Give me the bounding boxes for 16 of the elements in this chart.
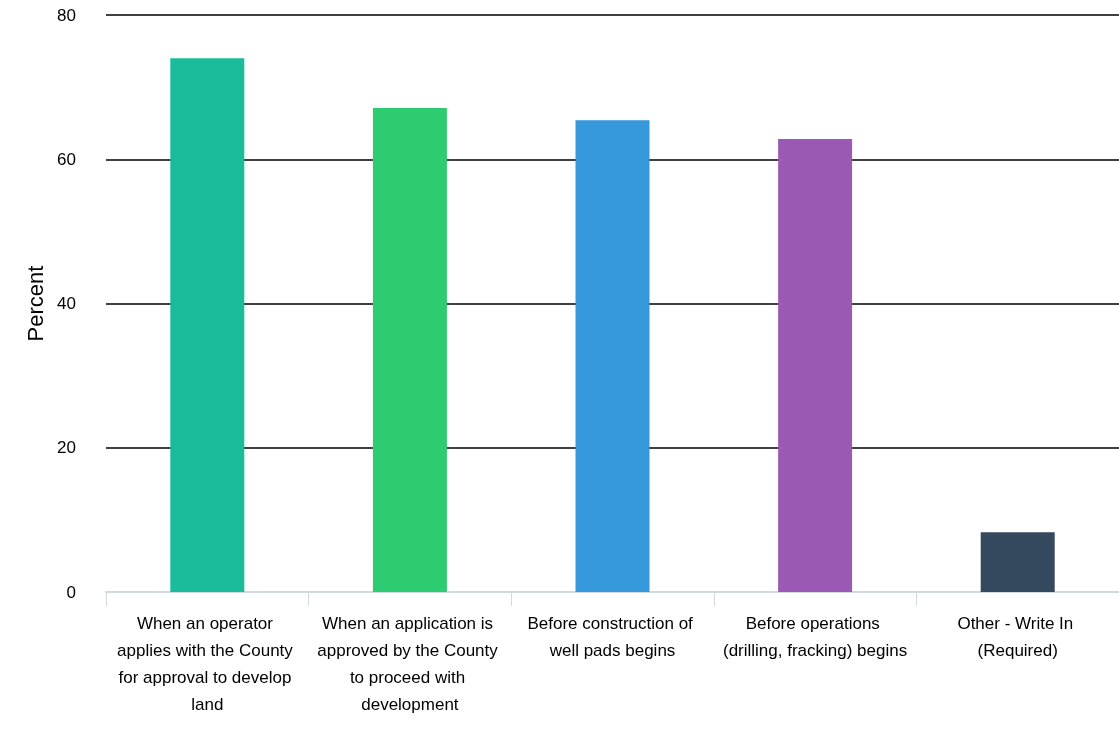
y-tick-label: 60 — [57, 149, 76, 169]
bar — [372, 108, 447, 592]
x-tick-label: Before construction of well pads begins — [527, 614, 698, 660]
x-tick-label: When an operator applies with the County for approval to develop land — [117, 614, 298, 714]
y-tick-label: 80 — [57, 5, 76, 25]
x-tick-label: When an application is approved by the County to proceed with development — [317, 614, 503, 714]
bar — [575, 120, 650, 592]
x-tick-label: Before operations (drilling, fracking) begins — [722, 614, 908, 660]
bar — [778, 139, 853, 592]
x-tick-label: Other - Write In (Required) — [957, 614, 1078, 660]
bar — [980, 532, 1055, 592]
y-axis-title: Percent — [22, 265, 48, 342]
y-tick-label: 40 — [57, 294, 76, 313]
bar — [170, 58, 245, 592]
y-tick-label: 20 — [57, 438, 76, 458]
y-tick-label: 0 — [66, 582, 76, 602]
